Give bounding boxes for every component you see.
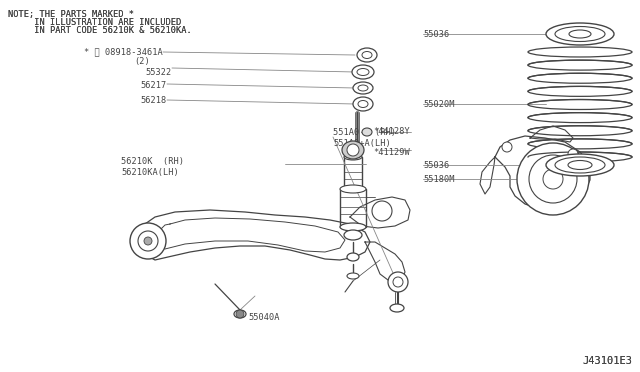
Ellipse shape bbox=[340, 223, 366, 231]
Text: 56210K  (RH): 56210K (RH) bbox=[121, 157, 184, 166]
Circle shape bbox=[568, 149, 578, 159]
Ellipse shape bbox=[344, 186, 362, 192]
Ellipse shape bbox=[555, 26, 605, 42]
Ellipse shape bbox=[342, 141, 364, 159]
Circle shape bbox=[347, 144, 359, 156]
Ellipse shape bbox=[353, 82, 373, 94]
Circle shape bbox=[393, 277, 403, 287]
Polygon shape bbox=[350, 197, 410, 228]
Text: IN PART CODE 56210K & 56210KA.: IN PART CODE 56210K & 56210KA. bbox=[8, 26, 192, 35]
Text: (2): (2) bbox=[134, 57, 150, 65]
Ellipse shape bbox=[358, 85, 368, 91]
Circle shape bbox=[138, 231, 158, 251]
Text: J43101E3: J43101E3 bbox=[582, 356, 632, 366]
Text: *44128Y: *44128Y bbox=[373, 126, 410, 135]
Ellipse shape bbox=[546, 23, 614, 45]
Polygon shape bbox=[365, 242, 405, 282]
Text: IN PART CODE 56210K & 56210KA.: IN PART CODE 56210K & 56210KA. bbox=[8, 26, 192, 35]
Ellipse shape bbox=[555, 157, 605, 173]
Circle shape bbox=[130, 223, 166, 259]
Ellipse shape bbox=[569, 30, 591, 38]
Ellipse shape bbox=[234, 310, 246, 318]
Text: 551A0+A(LH): 551A0+A(LH) bbox=[333, 138, 391, 148]
Text: 55040A: 55040A bbox=[248, 312, 280, 321]
Circle shape bbox=[543, 169, 563, 189]
Ellipse shape bbox=[347, 253, 359, 261]
Text: 56210KA(LH): 56210KA(LH) bbox=[121, 167, 179, 176]
Polygon shape bbox=[158, 218, 345, 252]
Polygon shape bbox=[480, 157, 495, 194]
Text: 56217: 56217 bbox=[141, 80, 167, 90]
Polygon shape bbox=[142, 210, 370, 260]
Ellipse shape bbox=[357, 68, 369, 76]
Text: 55036: 55036 bbox=[423, 29, 449, 38]
Text: 55020M: 55020M bbox=[423, 99, 454, 109]
Text: 551A0   (RH): 551A0 (RH) bbox=[333, 128, 396, 137]
Ellipse shape bbox=[390, 304, 404, 312]
Ellipse shape bbox=[568, 160, 592, 170]
Circle shape bbox=[517, 143, 589, 215]
Ellipse shape bbox=[344, 154, 362, 160]
Ellipse shape bbox=[357, 48, 377, 62]
Text: *41129W: *41129W bbox=[373, 148, 410, 157]
Ellipse shape bbox=[546, 154, 614, 176]
Circle shape bbox=[388, 272, 408, 292]
Polygon shape bbox=[495, 136, 590, 209]
Text: NOTE; THE PARTS MARKED *: NOTE; THE PARTS MARKED * bbox=[8, 10, 134, 19]
Text: 56218: 56218 bbox=[141, 96, 167, 105]
Ellipse shape bbox=[347, 273, 359, 279]
Text: 55036: 55036 bbox=[423, 160, 449, 170]
Ellipse shape bbox=[352, 65, 374, 79]
Ellipse shape bbox=[362, 51, 372, 58]
Text: 55180M: 55180M bbox=[423, 174, 454, 183]
Ellipse shape bbox=[353, 97, 373, 111]
Ellipse shape bbox=[358, 100, 368, 108]
Polygon shape bbox=[530, 126, 573, 142]
Ellipse shape bbox=[340, 185, 366, 193]
Text: 55322: 55322 bbox=[146, 67, 172, 77]
Text: NOTE; THE PARTS MARKED *: NOTE; THE PARTS MARKED * bbox=[8, 10, 134, 19]
Text: IN ILLUSTRATION ARE INCLUDED: IN ILLUSTRATION ARE INCLUDED bbox=[8, 18, 181, 27]
Circle shape bbox=[144, 237, 152, 245]
Text: * Ⓝ 08918-3461A: * Ⓝ 08918-3461A bbox=[84, 48, 163, 57]
Text: IN ILLUSTRATION ARE INCLUDED: IN ILLUSTRATION ARE INCLUDED bbox=[8, 18, 181, 27]
Circle shape bbox=[502, 142, 512, 152]
Ellipse shape bbox=[362, 128, 372, 136]
Circle shape bbox=[236, 310, 244, 318]
Text: J43101E3: J43101E3 bbox=[582, 356, 632, 366]
Circle shape bbox=[529, 155, 577, 203]
Circle shape bbox=[372, 201, 392, 221]
Ellipse shape bbox=[344, 230, 362, 240]
